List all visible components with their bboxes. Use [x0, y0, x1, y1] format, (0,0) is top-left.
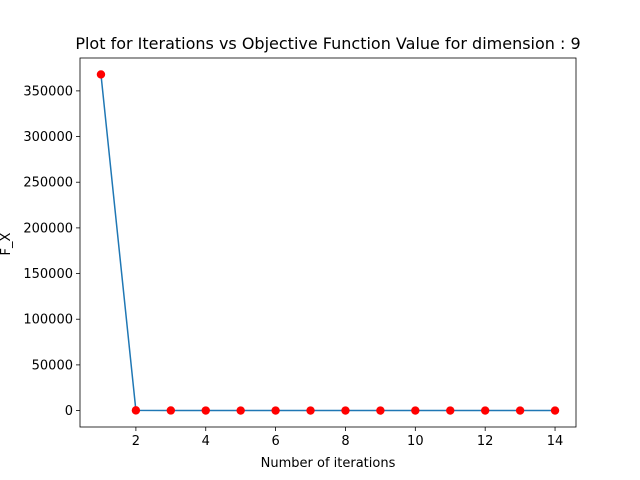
y-tick-label: 300000 — [23, 130, 73, 145]
data-point — [446, 406, 455, 415]
y-tick-label: 350000 — [23, 84, 73, 99]
y-axis-label: F_X — [0, 232, 14, 255]
y-tick-label: 100000 — [23, 313, 73, 328]
axes-frame — [79, 57, 577, 428]
x-tick-label: 8 — [341, 434, 349, 449]
y-tick-label: 0 — [65, 404, 73, 419]
y-tick-label: 150000 — [23, 267, 73, 282]
x-tick-label: 12 — [477, 434, 494, 449]
data-point — [376, 406, 385, 415]
data-point — [515, 406, 525, 415]
data-point — [550, 406, 560, 415]
plot-area: 2 4 6 8 10 12 14 0 50000 100000 150000 200000 250000… — [23, 57, 577, 449]
data-point — [201, 406, 210, 415]
data-point — [131, 406, 141, 415]
x-tick-label: 4 — [202, 434, 210, 449]
data-point — [96, 70, 106, 79]
x-tick-label: 10 — [407, 434, 424, 449]
y-tick-label: 250000 — [23, 176, 73, 191]
data-point — [411, 406, 420, 415]
chart-title: Plot for Iterations vs Objective Functio… — [75, 34, 580, 53]
x-axis-label: Number of iterations — [261, 456, 396, 471]
series-line — [100, 74, 556, 412]
data-point — [480, 406, 490, 415]
data-point — [236, 406, 245, 415]
y-tick-label: 50000 — [32, 358, 73, 373]
data-point — [341, 406, 350, 415]
data-point — [306, 406, 315, 415]
x-tick-label: 2 — [132, 434, 140, 449]
x-tick-label: 6 — [271, 434, 279, 449]
data-point — [271, 406, 280, 415]
x-tick-label: 14 — [547, 434, 564, 449]
data-point — [166, 406, 176, 415]
y-tick-label: 200000 — [23, 221, 73, 236]
